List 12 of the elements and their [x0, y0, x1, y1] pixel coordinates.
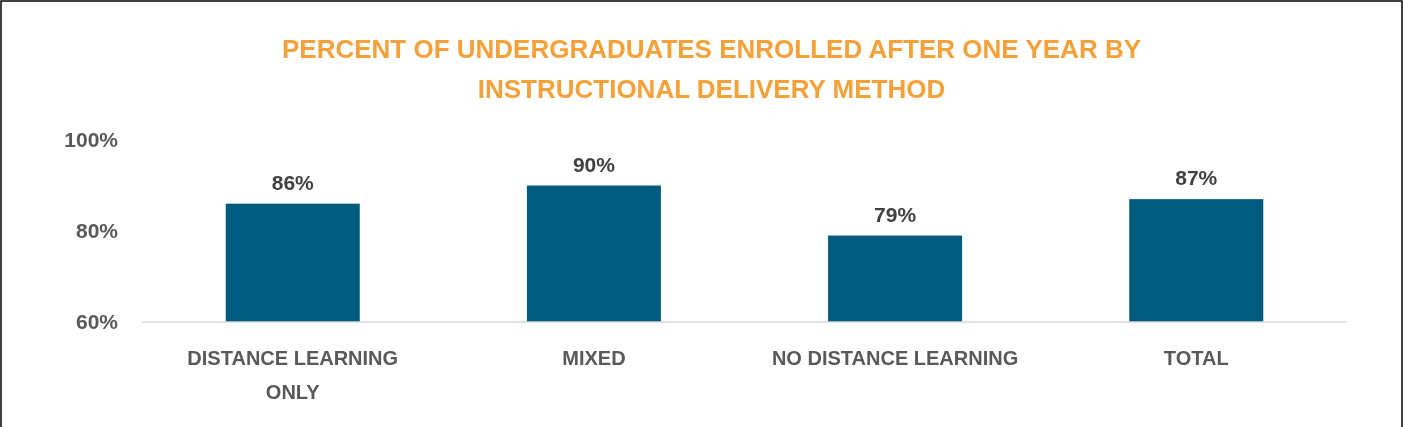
data-label: 87%	[1175, 166, 1218, 190]
data-label: 79%	[874, 202, 917, 226]
y-tick-label: 80%	[75, 219, 119, 243]
x-tick-label: MIXED	[562, 347, 626, 369]
chart-title: PERCENT OF UNDERGRADUATES ENROLLED AFTER ONE YEAR BY INSTRUCTIONAL DELIVERY METHOD	[281, 34, 1142, 104]
x-tick-label: NO DISTANCE LEARNING	[771, 347, 1019, 369]
x-tick-label: DISTANCE LEARNING ONLY	[187, 347, 399, 403]
y-tick-label: 60%	[75, 310, 119, 334]
data-label: 90%	[572, 152, 616, 176]
data-label: 86%	[271, 170, 315, 194]
x-tick-label: TOTAL	[1163, 347, 1229, 369]
y-tick-label: 100%	[64, 128, 119, 152]
